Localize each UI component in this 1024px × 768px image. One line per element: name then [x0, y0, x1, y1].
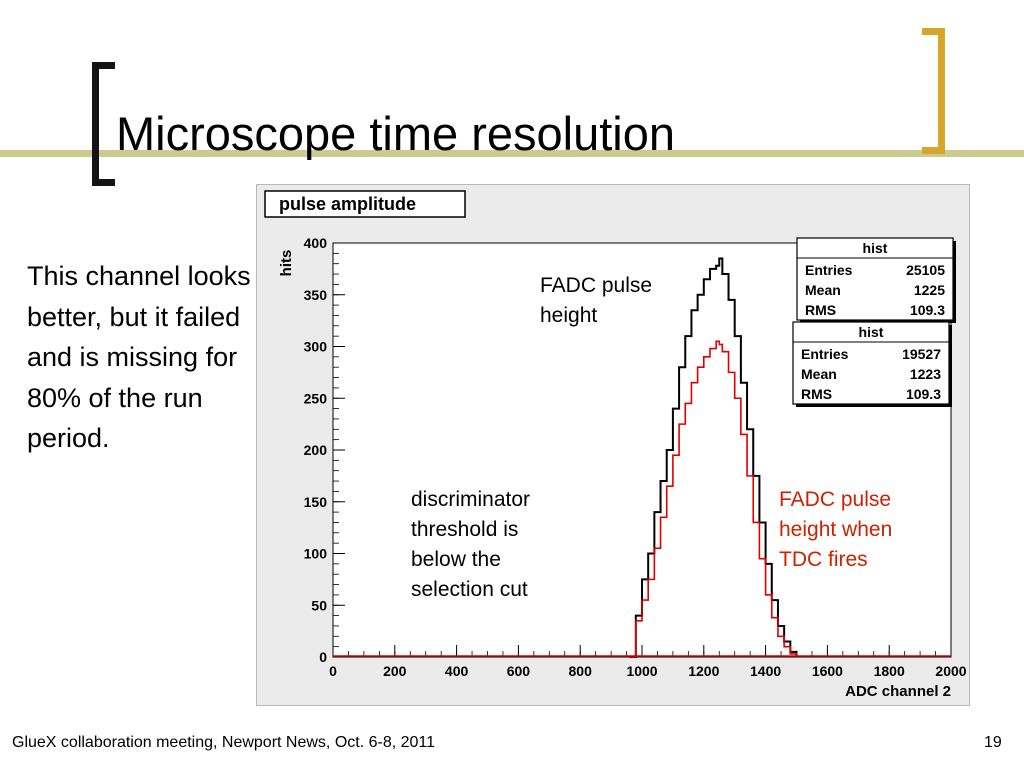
x-tick-label: 800 — [569, 663, 593, 679]
stats-value: 19527 — [902, 346, 941, 362]
stats-value: 1223 — [910, 366, 941, 382]
slide-title: Microscope time resolution — [116, 107, 675, 160]
stats-value: 109.3 — [910, 302, 945, 318]
x-tick-label: 400 — [445, 663, 469, 679]
x-tick-label: 1200 — [688, 663, 719, 679]
annotation-discriminator: discriminator threshold is below the sel… — [411, 488, 531, 601]
page-number: 19 — [984, 734, 1002, 751]
stats-box — [792, 321, 950, 405]
histogram-chart: pulse amplitude 0 50 100 150 200 250 300 350 400 0… — [264, 190, 967, 700]
x-tick-label: 2000 — [935, 663, 966, 679]
stats-key: Mean — [805, 282, 841, 298]
x-tick-label: 1800 — [874, 663, 905, 679]
stats-box — [796, 237, 954, 321]
x-tick-label: 1000 — [626, 663, 657, 679]
stats-title: hist — [863, 240, 888, 256]
chart-title-box — [264, 190, 466, 218]
stats-title: hist — [859, 324, 884, 340]
histogram-series-2 — [629, 340, 798, 658]
stats-value: 109.3 — [906, 386, 941, 402]
y-tick-label: 250 — [304, 390, 328, 406]
x-tick-label: 600 — [507, 663, 531, 679]
y-tick-label: 150 — [304, 494, 328, 510]
stats-key: Mean — [801, 366, 837, 382]
stats-key: RMS — [805, 302, 836, 318]
x-tick-label: 200 — [383, 663, 407, 679]
side-note: This channel looks better, but it failed… — [27, 261, 251, 453]
x-tick-label: 1600 — [812, 663, 843, 679]
y-tick-label: 0 — [319, 649, 327, 665]
y-tick-label: 400 — [304, 235, 328, 251]
x-tick-label: 1400 — [750, 663, 781, 679]
y-tick-label: 300 — [304, 339, 328, 355]
y-tick-label: 50 — [311, 597, 327, 613]
footer-text: GlueX collaboration meeting, Newport New… — [12, 734, 436, 751]
stats-key: Entries — [805, 262, 853, 278]
y-axis-label: hits — [278, 250, 295, 277]
y-tick-label: 100 — [304, 546, 328, 562]
histogram-series-1 — [629, 257, 798, 658]
x-axis-label: ADC channel 2 — [845, 683, 951, 700]
y-tick-label: 350 — [304, 287, 328, 303]
left-bracket-decoration — [92, 62, 115, 186]
annotation-fadc: FADC pulse height — [540, 274, 653, 327]
stats-value: 1225 — [914, 282, 945, 298]
histogram-plot: pulse amplitude 0 50 100 150 200 250 300 350 400 0… — [256, 184, 970, 706]
chart-title: pulse amplitude — [279, 194, 416, 214]
title-accent-line — [0, 150, 1024, 157]
y-tick-label: 200 — [304, 442, 328, 458]
x-tick-label: 0 — [329, 663, 337, 679]
stats-key: Entries — [801, 346, 849, 362]
stats-key: RMS — [801, 386, 832, 402]
right-bracket-decoration — [922, 28, 945, 154]
stats-value: 25105 — [906, 262, 945, 278]
annotation-tdc: FADC pulse height when TDC fires — [779, 488, 893, 571]
